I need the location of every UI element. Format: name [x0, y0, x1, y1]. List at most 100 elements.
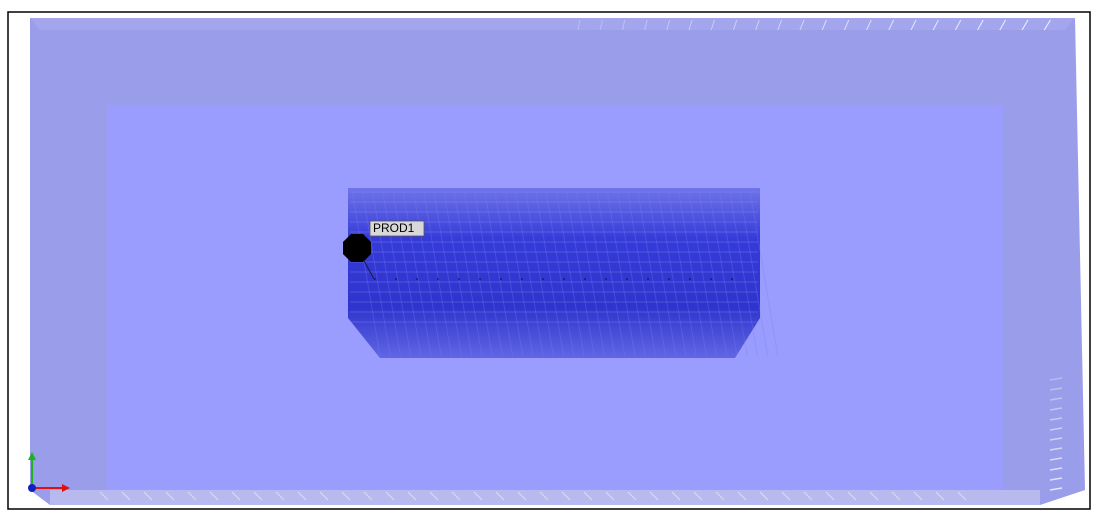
cell-edge	[688, 19, 693, 31]
cell-edge	[737, 491, 747, 501]
cell-edge	[494, 189, 524, 357]
cell-edge	[1043, 19, 1051, 31]
cell-edge	[957, 491, 967, 501]
cell-edge	[977, 19, 984, 31]
cell-edge	[586, 189, 616, 357]
cell-edge	[799, 19, 805, 31]
cell-edge	[621, 19, 626, 31]
cell-edge	[698, 189, 728, 357]
cell-edge	[866, 19, 872, 31]
cell-edge	[412, 189, 442, 357]
cell-edge	[1049, 477, 1063, 481]
cell-edge	[433, 189, 463, 357]
cell-edge	[514, 189, 544, 357]
cell-edge	[1049, 447, 1063, 451]
cell-edge	[637, 189, 667, 357]
cell-edge	[708, 189, 738, 357]
cell-edge	[1049, 377, 1063, 381]
viewport-frame	[7, 11, 1091, 510]
cell-edge	[847, 491, 857, 501]
cell-edge	[363, 491, 373, 501]
cell-edge	[605, 491, 615, 501]
cell-edge	[728, 189, 758, 357]
cell-edge	[710, 19, 715, 31]
reservoir-cell-edges	[350, 189, 779, 357]
cell-edge	[351, 189, 381, 357]
cell-edge	[209, 491, 219, 501]
cell-edge	[821, 19, 827, 31]
cell-edge	[565, 189, 595, 357]
cell-edge	[392, 189, 422, 357]
cell-edge	[517, 491, 527, 501]
reservoir-block	[348, 188, 760, 358]
cell-edge	[99, 491, 109, 501]
outer-grid-cell-edges	[99, 19, 1063, 501]
cell-edge	[385, 491, 395, 501]
cell-edge	[910, 19, 917, 31]
cell-edge	[341, 491, 351, 501]
cell-edge	[1049, 417, 1063, 421]
cell-edge	[1049, 467, 1063, 471]
cell-edge	[561, 491, 571, 501]
axis-y-arrow	[28, 452, 36, 460]
cell-edge	[524, 189, 554, 357]
cell-edge	[361, 189, 391, 357]
cell-edge	[539, 491, 549, 501]
cell-edge	[596, 189, 626, 357]
cell-edge	[647, 189, 677, 357]
cell-edge	[954, 19, 962, 31]
cell-edge	[688, 189, 718, 357]
well-label: PROD1	[373, 221, 415, 235]
cell-edge	[253, 491, 263, 501]
outer-grid-top-face	[30, 18, 1075, 30]
cell-edge	[473, 189, 503, 357]
cell-edge	[484, 189, 514, 357]
cell-edge	[453, 189, 483, 357]
cell-edge	[275, 491, 285, 501]
cell-edge	[803, 491, 813, 501]
axis-x-arrow	[62, 484, 70, 492]
cell-edge	[1049, 387, 1063, 391]
cell-edge	[504, 189, 534, 357]
cell-edge	[932, 19, 939, 31]
cell-edge	[1049, 427, 1063, 431]
well-label-box	[369, 220, 425, 237]
cell-edge	[935, 491, 945, 501]
cell-edge	[1049, 437, 1063, 441]
cell-edge	[121, 491, 131, 501]
cell-edge	[627, 491, 637, 501]
cell-edge	[825, 491, 835, 501]
cell-edge	[231, 491, 241, 501]
cell-edge	[739, 189, 769, 357]
cell-edge	[616, 189, 646, 357]
cell-edge	[443, 189, 473, 357]
cell-edge	[1049, 397, 1063, 401]
cell-edge	[599, 19, 603, 31]
cell-edge	[644, 19, 648, 31]
cell-edge	[463, 189, 493, 357]
cell-edge	[382, 189, 412, 357]
cell-edge	[187, 491, 197, 501]
axis-z	[28, 484, 36, 492]
cell-edge	[891, 491, 901, 501]
cell-edge	[749, 189, 779, 357]
cell-edge	[666, 19, 671, 31]
cell-edge	[667, 189, 697, 357]
cell-edge	[1049, 407, 1063, 411]
cell-edge	[583, 491, 593, 501]
cell-edge	[677, 189, 707, 357]
cell-edge	[402, 189, 432, 357]
cell-edge	[143, 491, 153, 501]
cell-edge	[869, 491, 879, 501]
cell-edge	[575, 189, 605, 357]
cell-edge	[913, 491, 923, 501]
cell-edge	[755, 19, 760, 31]
cell-edge	[165, 491, 175, 501]
cell-edge	[843, 19, 850, 31]
well-head	[343, 234, 371, 262]
cell-edge	[422, 189, 452, 357]
cell-edge	[555, 189, 585, 357]
cell-edge	[732, 19, 738, 31]
